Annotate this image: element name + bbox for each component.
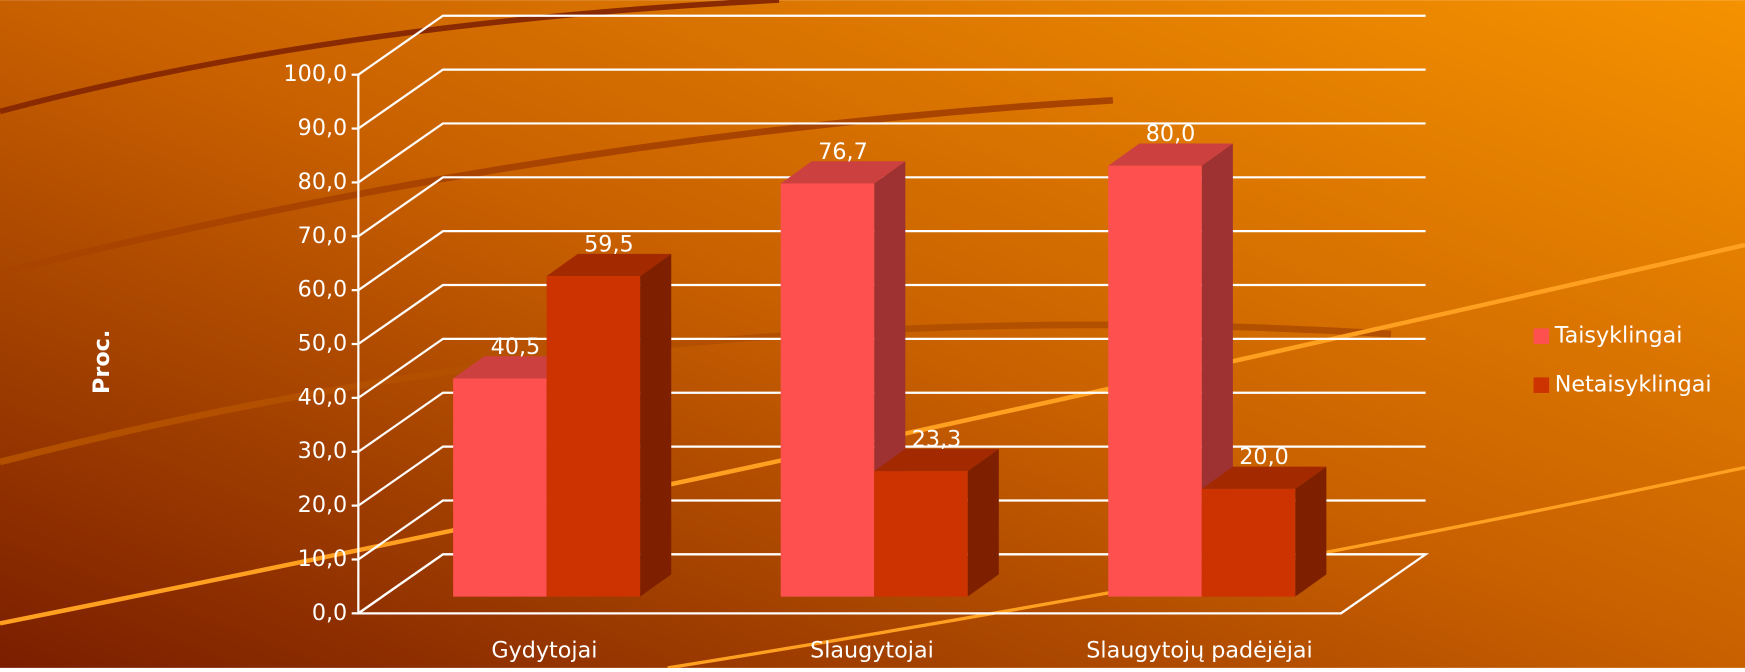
- bar-top: [780, 161, 906, 184]
- y-tick-label: 90,0: [298, 115, 348, 141]
- grid-line: [357, 230, 1426, 292]
- legend-label: Taisyklingai: [1554, 323, 1683, 349]
- bar-top: [546, 253, 672, 277]
- grid-line: [357, 283, 1426, 345]
- bar-top: [874, 448, 999, 472]
- bar-side: [967, 448, 999, 597]
- legend-swatch: [1533, 377, 1550, 393]
- bar-top: [1108, 143, 1233, 166]
- bar-side: [1295, 466, 1327, 597]
- grid-line: [357, 337, 1426, 399]
- bar-side: [640, 253, 672, 597]
- grid-line: [357, 445, 1426, 507]
- y-tick-label: 60,0: [298, 277, 348, 303]
- value-label: 23,3: [912, 426, 962, 452]
- y-tick-label: 100,0: [284, 61, 348, 87]
- y-tick-label: 50,0: [298, 331, 348, 357]
- bar-top: [1201, 466, 1327, 489]
- y-tick-label: 30,0: [298, 438, 348, 464]
- legend-label: Netaisyklingai: [1555, 372, 1712, 398]
- x-tick-label: Slaugytojų padėjėjai: [1086, 638, 1312, 664]
- x-tick-label: Gydytojai: [491, 638, 597, 664]
- bar: [874, 471, 968, 597]
- y-tick-label: 20,0: [298, 492, 348, 518]
- value-label: 80,0: [1146, 121, 1196, 147]
- y-tick-label: 80,0: [298, 169, 348, 195]
- value-label: 40,5: [491, 334, 541, 360]
- bar: [1201, 488, 1296, 597]
- y-tick-label: 10,0: [298, 546, 348, 572]
- y-axis-label: Proc.: [89, 330, 115, 394]
- bar: [780, 183, 875, 597]
- x-tick-label: Slaugytojai: [810, 638, 934, 664]
- value-label: 76,7: [818, 139, 868, 165]
- y-tick-label: 40,0: [298, 384, 348, 410]
- bar: [453, 378, 547, 597]
- grid-line: [357, 553, 1426, 615]
- grid-line: [357, 14, 1426, 76]
- grid-line: [357, 68, 1426, 130]
- y-tick-label: 70,0: [298, 223, 348, 249]
- grid-line: [357, 391, 1426, 453]
- value-label: 20,0: [1239, 444, 1289, 470]
- decor-arc: [0, 0, 780, 115]
- grid-line: [357, 122, 1426, 184]
- y-tick-label: 0,0: [312, 600, 347, 626]
- grid-line: [357, 499, 1426, 561]
- bar: [546, 276, 641, 597]
- decor-arc: [0, 96, 1114, 277]
- bar: [1108, 165, 1202, 597]
- value-label: 59,5: [584, 231, 634, 257]
- grid-line: [357, 176, 1426, 238]
- legend-swatch: [1533, 328, 1550, 345]
